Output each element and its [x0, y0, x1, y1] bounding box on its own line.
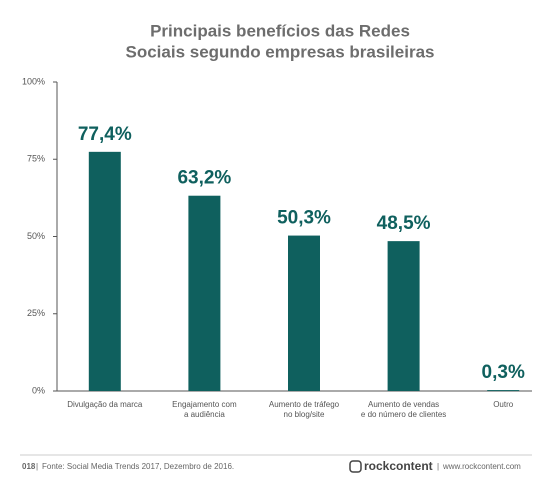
footer-url: www.rockcontent.com [442, 462, 521, 471]
bar [88, 151, 121, 391]
brand-icon [349, 460, 362, 473]
bar [288, 235, 320, 391]
x-tick-label: e do número de clientes [361, 410, 446, 419]
bar [487, 390, 520, 392]
data-label: 77,4% [78, 124, 132, 145]
footer-brand: rockcontent [364, 459, 433, 473]
y-tick-label: 75% [27, 154, 45, 164]
footer-separator: | [437, 462, 439, 471]
data-label: 50,3% [277, 208, 331, 229]
data-label: 0,3% [482, 362, 525, 383]
footer-separator: | [36, 462, 38, 471]
bar [188, 195, 221, 391]
footer-page: 018 [22, 462, 36, 471]
x-tick-label: Outro [493, 400, 514, 409]
x-tick-label: no blog/site [284, 410, 325, 419]
x-tick-label: Engajamento com [172, 400, 237, 409]
y-tick-label: 25% [27, 308, 45, 318]
data-label: 63,2% [177, 168, 231, 189]
bar [387, 241, 420, 391]
y-tick-label: 50% [27, 231, 45, 241]
x-tick-label: Divulgação da marca [67, 400, 143, 409]
footer-source: Fonte: Social Media Trends 2017, Dezembr… [42, 462, 234, 471]
x-tick-label: a audiência [184, 410, 225, 419]
data-label: 48,5% [377, 213, 431, 234]
x-tick-label: Aumento de vendas [368, 400, 439, 409]
y-tick-label: 0% [32, 385, 45, 395]
x-tick-label: Aumento de tráfego [269, 400, 340, 409]
y-tick-label: 100% [22, 76, 45, 86]
chart-title: Sociais segundo empresas brasileiras [126, 42, 435, 61]
chart-title: Principais benefícios das Redes [150, 21, 410, 40]
